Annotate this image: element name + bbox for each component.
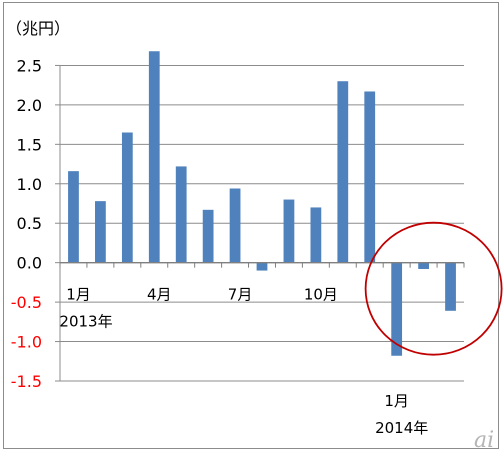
bar-2014-02 (418, 262, 429, 269)
bar-2013-04 (148, 51, 160, 263)
y-tick-label: -0.5 (11, 293, 42, 312)
y-tick-label: -1.0 (11, 333, 42, 352)
bar-2014-01 (391, 262, 403, 356)
bar-2013-08 (256, 262, 268, 271)
bar-2013-05 (175, 166, 187, 263)
bar-2013-03 (121, 132, 133, 263)
bar-2013-12 (364, 91, 376, 263)
x-tick-label: 4月 (147, 286, 172, 304)
watermark-logo: ai (474, 428, 494, 453)
bar-2013-11 (337, 81, 349, 263)
y-tick-label: 0.5 (17, 214, 42, 233)
highlight-circle (364, 221, 503, 356)
x-tick-label: 2014年 (375, 419, 428, 437)
x-tick-label: 2013年 (59, 313, 112, 331)
bar-2013-07 (229, 188, 241, 263)
y-tick-label: 1.0 (17, 175, 42, 194)
x-tick-label: 10月 (304, 286, 338, 304)
bar-2013-09 (283, 199, 295, 263)
x-tick-label: 1月 (384, 392, 409, 410)
bar-2013-01 (68, 171, 79, 263)
tick-labels: 2.5 2.0 1.5 1.0 0.5 0.0 -0.5 -1.0 -1.5 1月 2013年 4月 7… (11, 56, 428, 437)
unit-label: （兆円） (6, 19, 70, 38)
y-tick-label: -1.5 (11, 372, 42, 391)
axes (55, 64, 465, 382)
gridlines (60, 64, 464, 382)
x-tick-label: 7月 (228, 286, 253, 304)
bar-2013-06 (202, 209, 214, 263)
chart-frame (3, 2, 499, 449)
y-tick-label: 0.0 (17, 254, 42, 273)
y-tick-label: 2.5 (17, 56, 42, 75)
y-tick-label: 2.0 (17, 96, 42, 115)
x-tick-label: 1月 (66, 286, 91, 304)
bar-2014-03 (445, 262, 456, 311)
y-tick-label: 1.5 (17, 135, 42, 154)
bars (68, 51, 456, 356)
bar-2013-02 (95, 201, 106, 263)
bar-2013-10 (310, 207, 322, 263)
